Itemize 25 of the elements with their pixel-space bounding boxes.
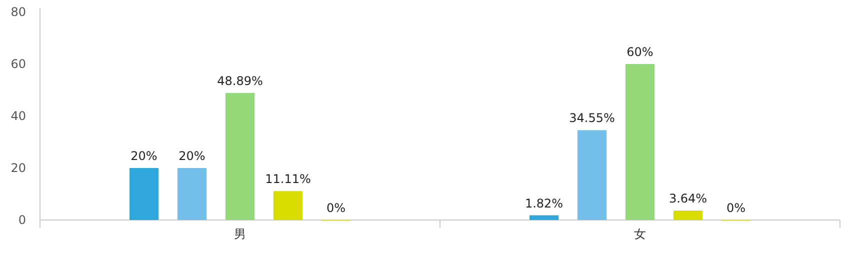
data-label: 60%: [626, 45, 654, 59]
bar: [274, 191, 302, 220]
bar: [530, 215, 558, 220]
data-label: 20%: [178, 149, 206, 163]
y-tick-label: 80: [10, 5, 26, 19]
x-tick-label: 女: [634, 227, 646, 241]
y-tick-label: 60: [10, 57, 26, 71]
data-label: 20%: [130, 149, 158, 163]
data-label: 1.82%: [524, 196, 564, 210]
data-label: 0%: [326, 201, 346, 215]
bar: [130, 168, 158, 220]
y-tick-label: 0: [18, 213, 26, 227]
data-label: 34.55%: [569, 111, 615, 126]
bar: [178, 168, 206, 220]
y-tick-label: 20: [10, 161, 26, 175]
y-tick-label: 40: [10, 109, 26, 123]
bar: [674, 210, 702, 220]
data-label: 0%: [726, 201, 746, 215]
data-label: 3.64%: [668, 192, 708, 206]
data-label: 48.89%: [217, 74, 263, 88]
x-tick-label: 男: [234, 227, 246, 241]
bar: [578, 130, 606, 220]
data-label: 11.11%: [265, 172, 311, 186]
bar: [226, 92, 254, 220]
bar: [626, 64, 654, 220]
